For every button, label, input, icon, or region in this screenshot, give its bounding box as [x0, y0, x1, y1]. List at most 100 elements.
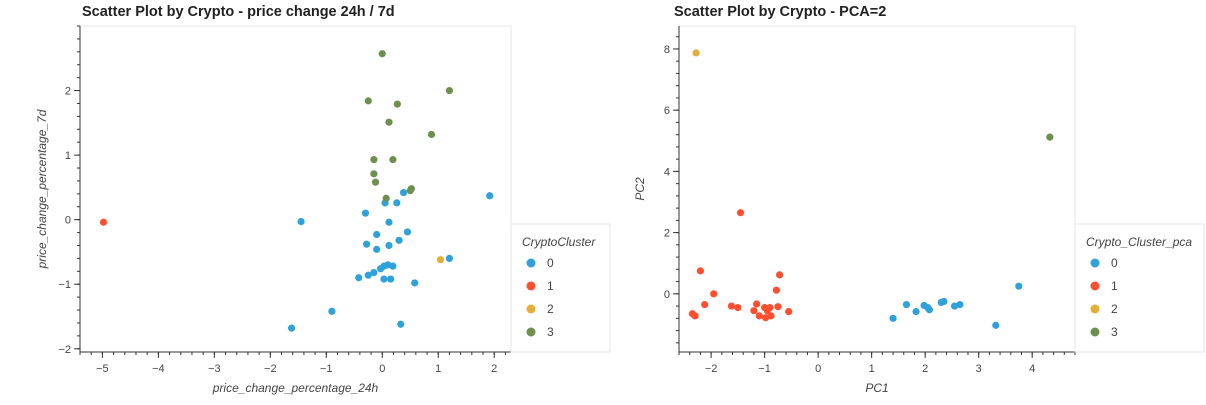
data-point-cluster-0: [1015, 282, 1023, 290]
chart-panel-price-change: Scatter Plot by Crypto - price change 24…: [35, 4, 611, 395]
data-point-cluster-3: [382, 194, 390, 202]
data-point-cluster-3: [393, 100, 401, 108]
data-point-cluster-1: [710, 290, 718, 298]
legend-label-1: 1: [1111, 279, 1118, 293]
data-point-cluster-0: [287, 324, 296, 332]
x-tick-label: −4: [152, 363, 165, 375]
data-point-cluster-1: [99, 218, 108, 226]
legend-label-0: 0: [1111, 256, 1118, 270]
legend-title: Crypto_Cluster_pca: [1086, 235, 1192, 249]
data-point-cluster-0: [362, 240, 371, 248]
chart-panel-pca: Scatter Plot by Crypto - PCA=2 −2 −1 0 1 2 3 4…: [612, 0, 1206, 405]
y-tick-label: −1: [58, 279, 71, 291]
x-tick-label: −1: [320, 363, 333, 375]
data-point-cluster-0: [992, 321, 1000, 329]
data-point-cluster-2: [436, 256, 445, 264]
legend-marker-2: [1090, 304, 1100, 314]
legend-marker-0: [1090, 258, 1100, 268]
data-point-cluster-0: [387, 275, 395, 283]
data-point-cluster-0: [297, 218, 305, 226]
data-point-cluster-3: [371, 178, 380, 186]
legend-title: CryptoCluster: [522, 235, 596, 249]
data-point-cluster-0: [445, 254, 454, 262]
data-point-cluster-1: [696, 267, 705, 275]
data-point-cluster-3: [427, 130, 436, 139]
x-axis-title: price_change_percentage_24h: [212, 381, 379, 395]
x-tick-label: −2: [705, 363, 718, 375]
data-point-cluster-0: [395, 236, 403, 244]
data-point-cluster-0: [364, 271, 372, 279]
x-tick-label: −2: [264, 363, 277, 375]
data-point-cluster-0: [486, 192, 494, 200]
y-tick-label: 6: [664, 105, 670, 117]
x-tick-label: 2: [922, 363, 928, 375]
plot-frame: [79, 25, 512, 353]
data-point-cluster-0: [385, 241, 393, 250]
data-point-cluster-3: [378, 50, 386, 58]
data-point-cluster-0: [328, 307, 336, 315]
data-point-cluster-1: [752, 300, 761, 308]
data-point-cluster-3: [370, 156, 378, 164]
data-point-cluster-1: [762, 314, 770, 322]
data-point-cluster-0: [355, 274, 363, 282]
y-tick-label: −2: [58, 344, 71, 356]
data-point-cluster-3: [385, 118, 393, 126]
scatter-plot-price-change: −5 −4 −3 −2 −1 0 1 2 −2 −1 0 1 2 price_change_percent…: [35, 25, 611, 395]
data-point-cluster-1: [776, 271, 784, 279]
data-point-cluster-1: [785, 307, 793, 316]
data-point-cluster-0: [937, 298, 945, 307]
x-tick-label: 1: [435, 363, 441, 375]
data-point-cluster-1: [774, 303, 782, 311]
x-tick-label: 4: [1029, 363, 1035, 375]
y-tick-label: 0: [65, 215, 71, 227]
data-point-cluster-3: [364, 97, 372, 105]
data-point-cluster-0: [373, 230, 381, 239]
data-point-cluster-0: [361, 209, 370, 217]
y-tick-label: 2: [65, 86, 71, 98]
data-point-cluster-0: [393, 199, 401, 207]
x-axis-title: PC1: [865, 381, 888, 395]
x-tick-label: −3: [208, 363, 221, 375]
chart-title: Scatter Plot by Crypto - price change 24…: [82, 4, 395, 20]
data-point-cluster-0: [912, 307, 920, 316]
plot-frame: [678, 25, 1076, 353]
data-point-cluster-0: [376, 265, 385, 273]
x-tick-label: 0: [379, 363, 385, 375]
data-point-cluster-0: [950, 302, 959, 310]
data-point-cluster-0: [902, 300, 911, 309]
data-point-cluster-0: [399, 188, 408, 197]
data-point-cluster-1: [755, 312, 763, 320]
y-axis-title: price_change_percentage_7d: [35, 109, 49, 269]
legend-marker-2: [526, 304, 536, 314]
data-point-cluster-1: [734, 304, 742, 312]
chart-title: Scatter Plot by Crypto - PCA=2: [674, 4, 887, 20]
data-point-cluster-0: [397, 320, 405, 328]
data-point-cluster-0: [389, 262, 397, 270]
y-axis-title: PC2: [633, 177, 647, 201]
legend-marker-1: [1090, 281, 1100, 291]
x-tick-label: 0: [815, 363, 821, 375]
x-tick-label: −1: [758, 363, 771, 375]
y-tick-label: 2: [664, 228, 670, 240]
data-point-cluster-0: [380, 275, 388, 283]
data-point-cluster-1: [772, 286, 780, 294]
data-point-cluster-0: [403, 228, 412, 236]
y-tick-label: 0: [664, 289, 670, 301]
x-tick-label: −5: [96, 363, 109, 375]
legend-marker-1: [526, 281, 536, 291]
data-point-cluster-0: [370, 268, 378, 277]
legend-label-2: 2: [547, 302, 554, 316]
data-point-cluster-1: [736, 209, 745, 217]
data-point-cluster-0: [385, 218, 393, 226]
data-point-cluster-3: [389, 156, 397, 164]
x-tick-label: 3: [976, 363, 982, 375]
legend-label-2: 2: [1111, 302, 1118, 316]
legend-label-0: 0: [547, 256, 554, 270]
legend-label-3: 3: [547, 325, 554, 339]
data-point-cluster-3: [370, 170, 378, 178]
data-point-cluster-1: [691, 312, 699, 320]
data-point-cluster-0: [373, 245, 381, 253]
data-point-cluster-3: [1046, 133, 1054, 141]
legend-marker-3: [526, 327, 536, 337]
y-tick-label: 4: [664, 166, 670, 178]
